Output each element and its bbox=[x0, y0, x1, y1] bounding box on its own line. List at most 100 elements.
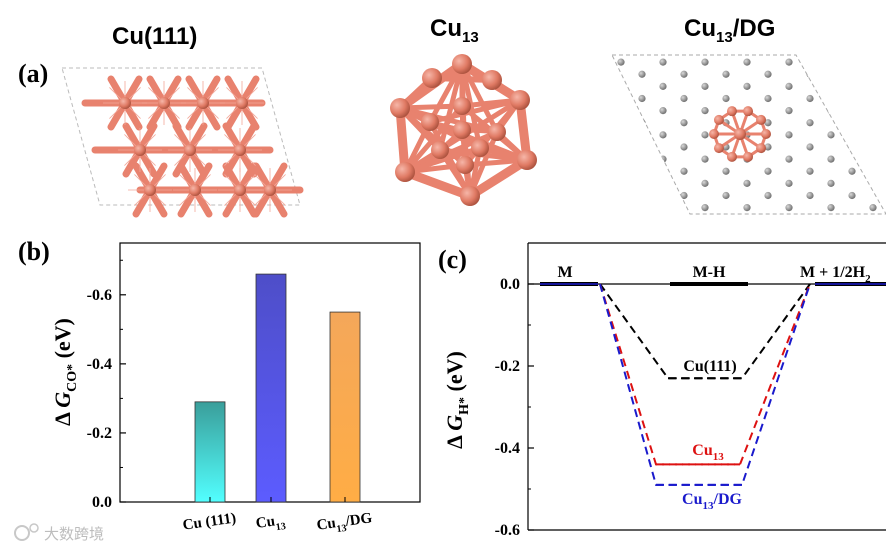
series-label: Cu13 bbox=[692, 442, 724, 463]
carbon-atom bbox=[701, 204, 709, 212]
carbon-atom bbox=[701, 82, 709, 90]
carbon-atom bbox=[869, 204, 877, 212]
carbon-atom bbox=[722, 240, 729, 247]
carbon-atom bbox=[806, 143, 814, 151]
carbon-atom bbox=[848, 70, 856, 78]
carbon-atom bbox=[785, 107, 793, 115]
series-label: Cu(111) bbox=[683, 358, 736, 375]
series-line-cu13 bbox=[599, 283, 811, 466]
cu-atom bbox=[234, 144, 246, 156]
carbon-atom bbox=[827, 58, 835, 66]
series-line-cu-111- bbox=[599, 283, 811, 380]
carbon-atom bbox=[827, 179, 835, 187]
cu-atom bbox=[119, 97, 131, 109]
carbon-atom bbox=[701, 350, 708, 357]
cu-atom bbox=[726, 106, 737, 117]
cu13-cluster-image bbox=[390, 54, 537, 206]
carbon-atom bbox=[680, 216, 687, 223]
carbon-atom bbox=[575, 131, 582, 138]
cu-atom bbox=[421, 113, 439, 131]
carbon-atom bbox=[680, 70, 688, 78]
carbon-atom bbox=[722, 94, 730, 103]
carbon-atom bbox=[575, 301, 582, 308]
carbon-atom bbox=[785, 277, 792, 284]
carbon-atom bbox=[659, 350, 666, 357]
y-tick-label: 0.0 bbox=[92, 494, 112, 511]
carbon-atom bbox=[743, 204, 751, 212]
carbon-atom bbox=[659, 82, 667, 90]
cu-atom bbox=[144, 184, 156, 196]
structure-title-cu13-dg: Cu13/DG bbox=[684, 15, 775, 46]
carbon-atom bbox=[764, 94, 772, 103]
panel-label-b: (b) bbox=[18, 237, 50, 266]
carbon-atom bbox=[638, 70, 646, 78]
carbon-atom bbox=[596, 168, 603, 175]
carbon-atom bbox=[764, 216, 771, 223]
carbon-atom bbox=[869, 325, 876, 332]
carbon-atom bbox=[743, 58, 751, 66]
carbon-atom bbox=[743, 325, 750, 332]
carbon-atom bbox=[638, 265, 645, 272]
carbon-atom bbox=[596, 46, 603, 53]
y-tick-label: -0.6 bbox=[495, 522, 520, 539]
carbon-atom bbox=[680, 94, 688, 103]
carbon-atom bbox=[701, 107, 709, 115]
carbon-atom bbox=[806, 313, 813, 320]
carbon-atom bbox=[743, 82, 751, 90]
carbon-atom bbox=[659, 131, 667, 139]
carbon-atom bbox=[806, 191, 814, 200]
carbon-atom bbox=[617, 155, 625, 163]
carbon-atom bbox=[848, 240, 855, 247]
carbon-atom bbox=[827, 107, 835, 115]
carbon-atom bbox=[764, 70, 772, 78]
carbon-atom bbox=[764, 119, 772, 127]
carbon-atom bbox=[680, 265, 687, 272]
carbon-atom bbox=[638, 289, 645, 296]
carbon-atom bbox=[869, 34, 876, 41]
carbon-atom bbox=[785, 301, 792, 308]
carbon-atom bbox=[848, 289, 855, 296]
carbon-atom bbox=[638, 22, 645, 29]
carbon-atom bbox=[659, 301, 666, 308]
carbon-atom bbox=[785, 204, 793, 212]
cu-atom bbox=[395, 162, 415, 182]
cu-atom bbox=[471, 139, 489, 157]
carbon-atom bbox=[575, 350, 582, 357]
cu-atom bbox=[460, 186, 480, 206]
y-tick-label: -0.6 bbox=[87, 287, 112, 304]
carbon-atom bbox=[575, 83, 582, 90]
cu-atom bbox=[184, 144, 196, 156]
cu-atom bbox=[713, 143, 724, 154]
cu-atom bbox=[709, 129, 719, 139]
carbon-atom bbox=[701, 301, 708, 308]
carbon-atom bbox=[827, 253, 834, 260]
cu-atom bbox=[390, 98, 410, 118]
carbon-atom bbox=[596, 22, 603, 29]
carbon-atom bbox=[722, 313, 729, 320]
carbon-atom bbox=[806, 167, 814, 175]
carbon-atom bbox=[596, 192, 603, 199]
carbon-atom bbox=[659, 58, 667, 66]
carbon-atom bbox=[638, 119, 646, 127]
carbon-atom bbox=[617, 204, 625, 212]
carbon-atom bbox=[617, 82, 625, 90]
cu-atom bbox=[236, 97, 248, 109]
cu-atom bbox=[134, 144, 146, 156]
carbon-atom bbox=[848, 143, 856, 151]
cu-atom bbox=[431, 141, 449, 159]
carbon-atom bbox=[764, 240, 771, 247]
carbon-atom bbox=[701, 325, 708, 332]
carbon-atom bbox=[617, 277, 624, 284]
carbon-atom bbox=[659, 277, 666, 284]
carbon-atom bbox=[722, 337, 729, 344]
carbon-atom bbox=[764, 191, 772, 200]
carbon-atom bbox=[785, 82, 793, 90]
carbon-atom bbox=[659, 204, 667, 212]
carbon-atom bbox=[722, 167, 730, 175]
cu-atom bbox=[453, 121, 471, 139]
cu-atom bbox=[189, 184, 201, 196]
graphene-cell-outline bbox=[611, 54, 886, 215]
carbon-atom bbox=[869, 179, 877, 187]
carbon-atom bbox=[680, 119, 688, 127]
cu-atom bbox=[452, 54, 472, 74]
